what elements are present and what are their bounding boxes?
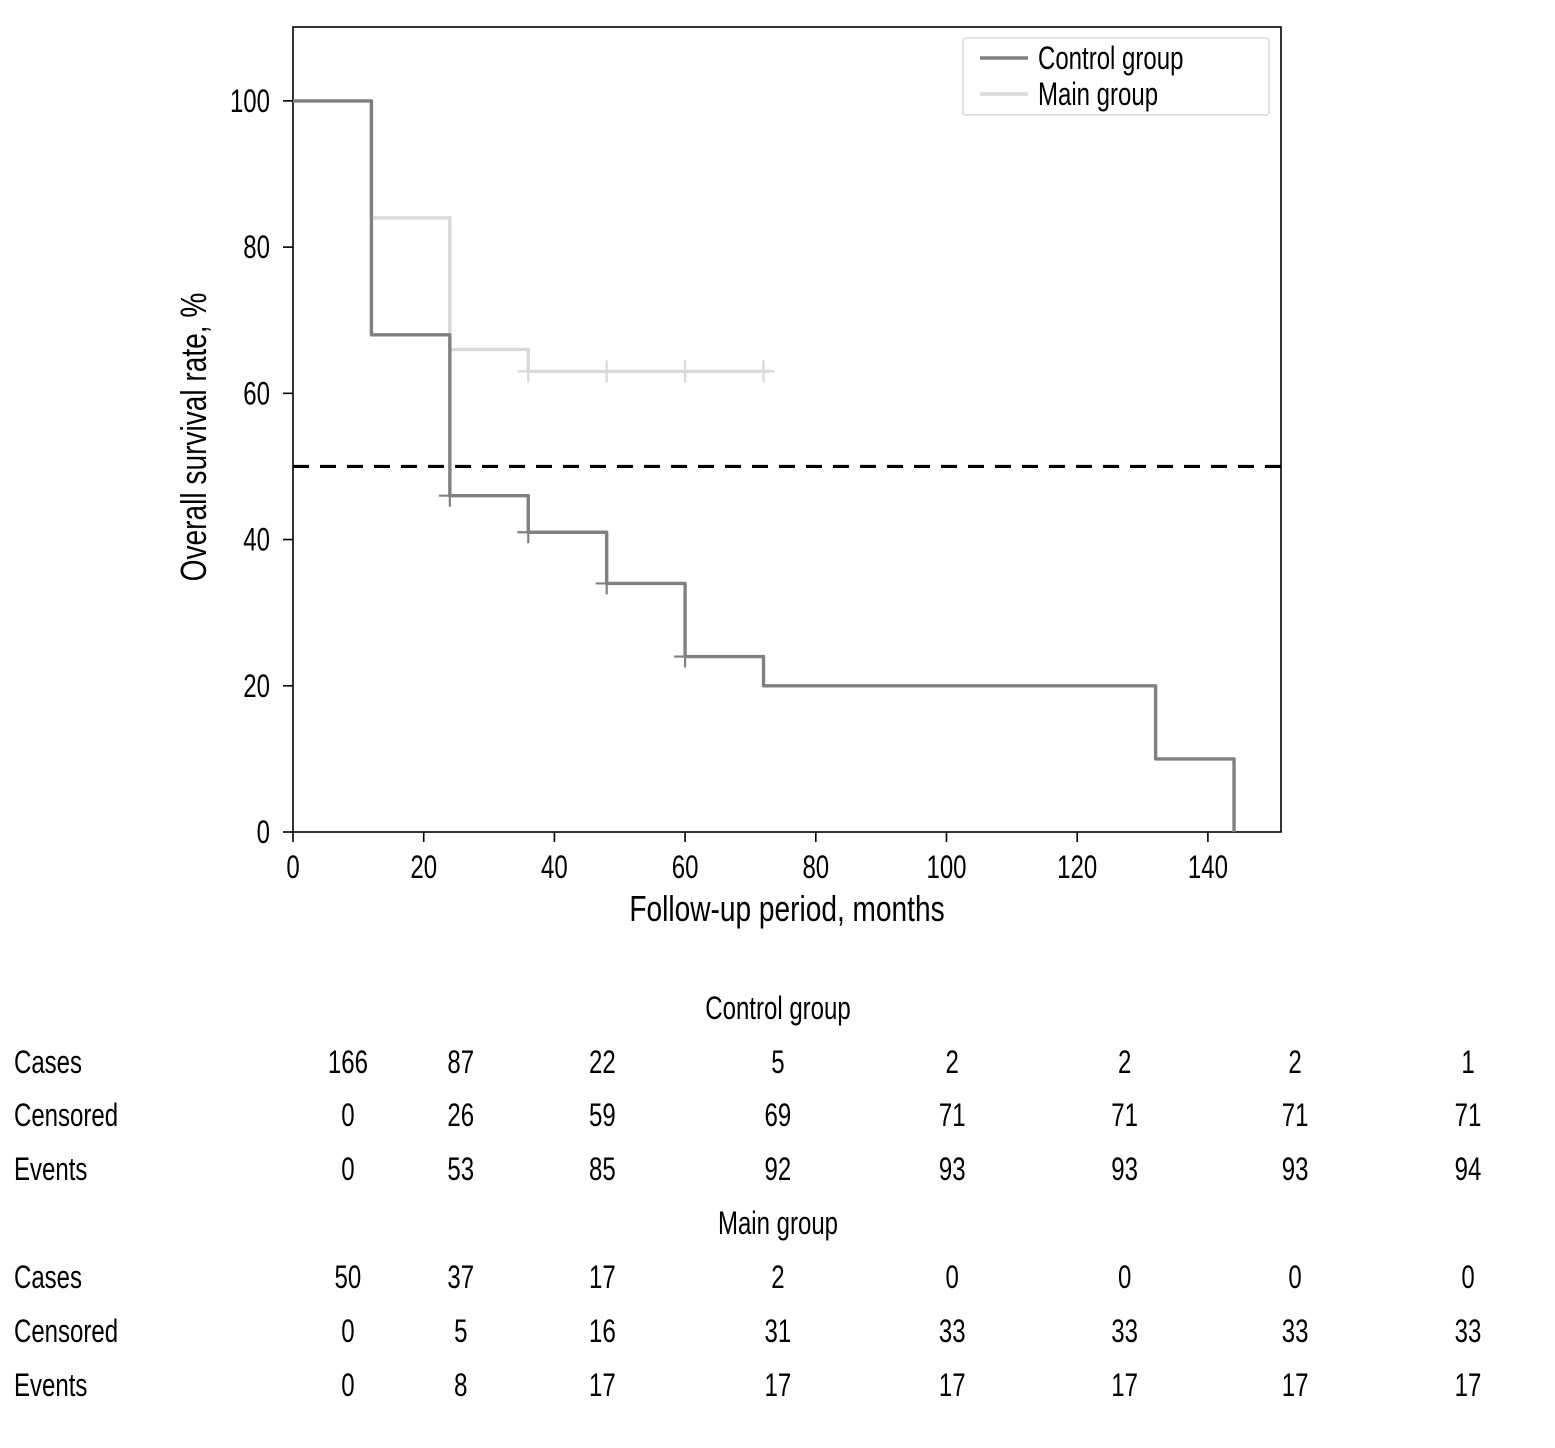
svg-text:100: 100 <box>926 849 966 885</box>
svg-text:2: 2 <box>771 1259 784 1295</box>
svg-text:Control group: Control group <box>1038 40 1183 76</box>
svg-text:59: 59 <box>589 1097 616 1133</box>
svg-text:Follow-up period, months: Follow-up period, months <box>629 888 944 929</box>
svg-text:Censored: Censored <box>14 1313 118 1349</box>
svg-text:0: 0 <box>341 1313 354 1349</box>
svg-text:31: 31 <box>765 1313 792 1349</box>
svg-text:80: 80 <box>802 849 829 885</box>
svg-text:17: 17 <box>1282 1367 1309 1403</box>
svg-text:93: 93 <box>939 1151 966 1187</box>
svg-text:33: 33 <box>1282 1313 1309 1349</box>
svg-text:Events: Events <box>14 1151 87 1187</box>
svg-text:85: 85 <box>589 1151 616 1187</box>
svg-text:93: 93 <box>1282 1151 1309 1187</box>
svg-text:100: 100 <box>230 83 270 119</box>
svg-text:166: 166 <box>328 1044 368 1080</box>
svg-text:17: 17 <box>1111 1367 1138 1403</box>
svg-text:Events: Events <box>14 1367 87 1403</box>
svg-text:0: 0 <box>946 1259 959 1295</box>
svg-text:20: 20 <box>243 668 270 704</box>
svg-text:0: 0 <box>341 1367 354 1403</box>
svg-text:Main group: Main group <box>718 1205 838 1241</box>
svg-text:17: 17 <box>589 1259 616 1295</box>
svg-text:71: 71 <box>1282 1097 1309 1133</box>
svg-text:40: 40 <box>541 849 568 885</box>
svg-text:2: 2 <box>1118 1044 1131 1080</box>
svg-text:87: 87 <box>447 1044 474 1080</box>
svg-text:Cases: Cases <box>14 1044 82 1080</box>
svg-text:16: 16 <box>589 1313 616 1349</box>
svg-text:93: 93 <box>1111 1151 1138 1187</box>
svg-text:5: 5 <box>454 1313 467 1349</box>
svg-text:37: 37 <box>447 1259 474 1295</box>
svg-text:33: 33 <box>1111 1313 1138 1349</box>
svg-text:33: 33 <box>1455 1313 1482 1349</box>
svg-text:71: 71 <box>1455 1097 1482 1133</box>
svg-text:60: 60 <box>672 849 699 885</box>
svg-text:0: 0 <box>1288 1259 1301 1295</box>
svg-text:71: 71 <box>939 1097 966 1133</box>
svg-text:1: 1 <box>1461 1044 1474 1080</box>
svg-text:50: 50 <box>335 1259 362 1295</box>
svg-text:5: 5 <box>771 1044 784 1080</box>
svg-text:17: 17 <box>765 1367 792 1403</box>
svg-text:17: 17 <box>939 1367 966 1403</box>
svg-text:26: 26 <box>447 1097 474 1133</box>
svg-text:20: 20 <box>410 849 437 885</box>
svg-text:53: 53 <box>447 1151 474 1187</box>
svg-text:Main group: Main group <box>1038 76 1158 112</box>
svg-text:17: 17 <box>589 1367 616 1403</box>
svg-text:0: 0 <box>341 1097 354 1133</box>
svg-text:60: 60 <box>243 375 270 411</box>
svg-text:Control group: Control group <box>705 990 850 1026</box>
svg-text:69: 69 <box>765 1097 792 1133</box>
svg-text:0: 0 <box>286 849 299 885</box>
svg-text:Overall survival rate, %: Overall survival rate, % <box>173 293 214 582</box>
svg-text:92: 92 <box>765 1151 792 1187</box>
svg-text:2: 2 <box>1288 1044 1301 1080</box>
svg-text:Cases: Cases <box>14 1259 82 1295</box>
svg-text:33: 33 <box>939 1313 966 1349</box>
svg-text:2: 2 <box>946 1044 959 1080</box>
svg-text:8: 8 <box>454 1367 468 1403</box>
svg-text:94: 94 <box>1455 1151 1482 1187</box>
svg-text:40: 40 <box>243 522 270 558</box>
svg-text:17: 17 <box>1455 1367 1482 1403</box>
svg-text:140: 140 <box>1188 849 1228 885</box>
svg-text:71: 71 <box>1111 1097 1138 1133</box>
svg-text:0: 0 <box>1118 1259 1131 1295</box>
svg-text:80: 80 <box>243 229 270 265</box>
svg-text:Censored: Censored <box>14 1097 118 1133</box>
svg-text:22: 22 <box>589 1044 616 1080</box>
svg-text:0: 0 <box>341 1151 354 1187</box>
svg-text:0: 0 <box>1461 1259 1474 1295</box>
svg-text:0: 0 <box>257 814 270 850</box>
svg-text:120: 120 <box>1057 849 1097 885</box>
